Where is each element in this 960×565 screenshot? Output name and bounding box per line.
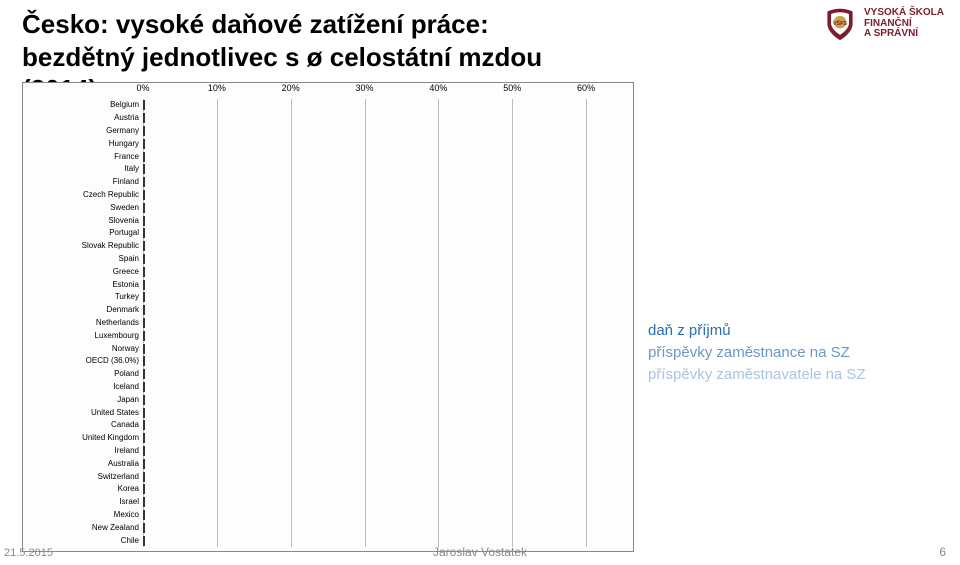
country-label: OECD (36.0%) — [86, 357, 139, 365]
bar-segment — [143, 497, 145, 507]
legend-item-1: daň z příjmů — [648, 320, 866, 342]
legend-item-2: příspěvky zaměstnance na SZ — [648, 342, 866, 364]
axis-tick: 0% — [136, 83, 149, 93]
country-label: Denmark — [107, 306, 139, 314]
bar-segment — [143, 203, 145, 213]
bar-segment — [143, 292, 145, 302]
country-label: Turkey — [115, 293, 139, 301]
country-label: Greece — [113, 268, 139, 276]
country-label: Norway — [112, 345, 139, 353]
legend-item-3: příspěvky zaměstnavatele na SZ — [648, 364, 866, 386]
bar-segment — [143, 152, 145, 162]
country-label: Netherlands — [96, 319, 139, 327]
bar-segment — [143, 331, 145, 341]
bar-segment — [143, 395, 145, 405]
country-label: Portugal — [109, 229, 139, 237]
axis-tick: 20% — [282, 83, 300, 93]
country-label: Slovak Republic — [82, 242, 139, 250]
bar-segment — [143, 190, 145, 200]
bar-segment — [143, 356, 145, 366]
bar-segment — [143, 523, 145, 533]
svg-text:VŠFS: VŠFS — [833, 19, 847, 27]
country-label: France — [114, 153, 139, 161]
bar-segment — [143, 216, 145, 226]
country-label: Ireland — [115, 447, 139, 455]
bar-segment — [143, 164, 145, 174]
country-label: Germany — [106, 127, 139, 135]
axis-tick: 40% — [429, 83, 447, 93]
axis-tick: 60% — [577, 83, 595, 93]
country-label: United Kingdom — [82, 434, 139, 442]
country-label: Austria — [114, 114, 139, 122]
country-label: Chile — [121, 537, 139, 545]
country-label: Spain — [119, 255, 139, 263]
bar-segment — [143, 446, 145, 456]
bar-segment — [143, 100, 145, 110]
bar-segment — [143, 420, 145, 430]
country-label: New Zealand — [92, 524, 139, 532]
slide: { "title": "Česko: vysoké daňové zatížen… — [0, 0, 960, 565]
country-label: Australia — [108, 460, 139, 468]
country-label: Israel — [119, 498, 139, 506]
axis-tick: 30% — [356, 83, 374, 93]
country-label: Canada — [111, 421, 139, 429]
crest-icon: VŠFS — [822, 6, 858, 42]
country-label: Belgium — [110, 101, 139, 109]
bar-segment — [143, 177, 145, 187]
country-label: Slovenia — [108, 217, 139, 225]
country-label: Estonia — [112, 281, 139, 289]
bar-segment — [143, 472, 145, 482]
bar-segment — [143, 459, 145, 469]
country-label: Iceland — [113, 383, 139, 391]
country-label: Korea — [118, 485, 139, 493]
country-label: Hungary — [109, 140, 139, 148]
university-logo: VŠFS VYSOKÁ ŠKOLA FINANČNÍ A SPRÁVNÍ — [822, 6, 944, 42]
bar-segment — [143, 267, 145, 277]
country-label: Luxembourg — [95, 332, 139, 340]
country-label: Czech Republic — [83, 191, 139, 199]
country-label: Sweden — [110, 204, 139, 212]
country-label: Poland — [114, 370, 139, 378]
bar-segment — [143, 433, 145, 443]
country-label: Finland — [113, 178, 139, 186]
bar-segment — [143, 484, 145, 494]
footer-page-number: 6 — [939, 545, 946, 559]
logo-line3: A SPRÁVNÍ — [864, 29, 944, 40]
axis-tick: 10% — [208, 83, 226, 93]
bar-segment — [143, 369, 145, 379]
bar-segment — [143, 305, 145, 315]
bar-segment — [143, 241, 145, 251]
bar-segment — [143, 318, 145, 328]
bar-segment — [143, 408, 145, 418]
footer-author: Jaroslav Vostatek — [0, 545, 960, 559]
bar-segment — [143, 510, 145, 520]
country-label: Mexico — [114, 511, 139, 519]
axis-tick: 50% — [503, 83, 521, 93]
country-label: Japan — [117, 396, 139, 404]
bar-segment — [143, 113, 145, 123]
country-label: Switzerland — [98, 473, 139, 481]
tax-wedge-chart: 0% 10% 20% 30% 40% 50% 60% Belgium Austria Germa… — [22, 82, 634, 552]
bar-segment — [143, 126, 145, 136]
bar-segment — [143, 254, 145, 264]
country-label: Italy — [124, 165, 139, 173]
bar-segment — [143, 280, 145, 290]
bar-segment — [143, 228, 145, 238]
bar-segment — [143, 139, 145, 149]
country-label: United States — [91, 409, 139, 417]
chart-legend: daň z příjmů příspěvky zaměstnance na SZ… — [648, 320, 866, 385]
bar-segment — [143, 344, 145, 354]
bar-segment — [143, 382, 145, 392]
